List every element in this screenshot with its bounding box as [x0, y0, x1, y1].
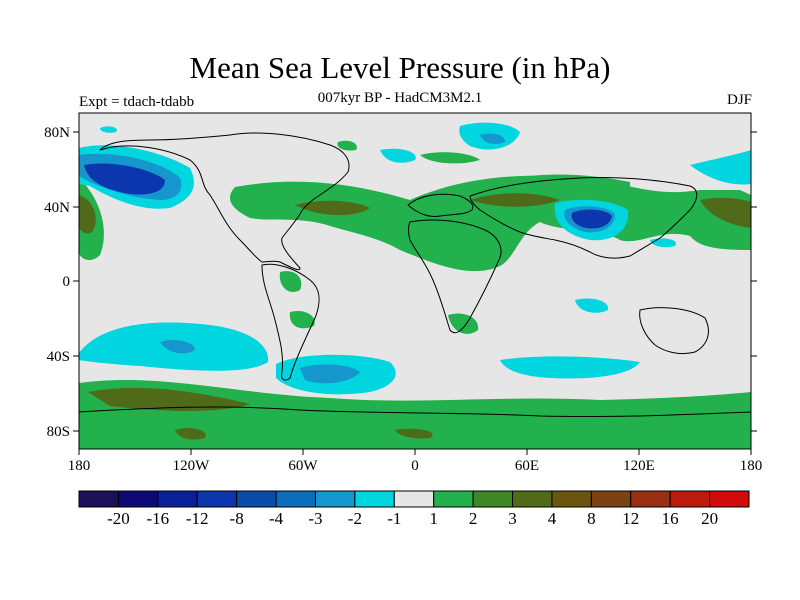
latitude-ticks	[73, 131, 757, 432]
colorbar-label: 4	[548, 509, 557, 528]
lon-label-180e: 180	[740, 458, 763, 474]
colorbar-label: -20	[107, 509, 130, 528]
colorbar-swatch	[433, 490, 474, 508]
map-subtitle: 007kyr BP - HadCM3M2.1	[317, 90, 483, 106]
colorbar-swatch	[314, 490, 356, 508]
colorbar-label: -12	[186, 509, 209, 528]
colorbar-label: 12	[622, 509, 639, 528]
colorbar-label: 8	[587, 509, 596, 528]
lon-label-60w: 60W	[288, 458, 318, 474]
lon-label-0: 0	[411, 458, 419, 474]
lon-label-180w: 180	[68, 458, 91, 474]
colorbar-label: 2	[469, 509, 478, 528]
longitude-labels: 180 120W 60W 0 60E 120E 180	[68, 458, 763, 474]
season-label: DJF	[726, 92, 752, 108]
lat-label-80s: 80S	[47, 424, 70, 440]
colorbar-swatch	[354, 490, 395, 508]
experiment-label: Expt = tdach-tdabb	[79, 94, 195, 110]
colorbar-swatch	[196, 490, 238, 508]
map-panel	[79, 113, 751, 449]
lat-label-0: 0	[63, 274, 71, 290]
colorbar-swatch	[393, 490, 435, 508]
lat-label-80n: 80N	[44, 125, 70, 141]
colorbar-label: -3	[308, 509, 322, 528]
colorbar-label: -16	[146, 509, 169, 528]
lon-label-120e: 120E	[623, 458, 655, 474]
colorbar-label: -4	[269, 509, 284, 528]
colorbar-label: -8	[230, 509, 244, 528]
colorbar-swatch	[236, 490, 277, 508]
map-title: Mean Sea Level Pressure (in hPa)	[189, 50, 611, 85]
strong-negative-anomaly-regions	[84, 163, 612, 229]
colorbar-label: -1	[387, 509, 401, 528]
lat-label-40s: 40S	[47, 349, 70, 365]
lon-label-60e: 60E	[515, 458, 539, 474]
longitude-ticks	[78, 449, 752, 455]
colorbar-swatch	[590, 490, 632, 508]
colorbar-label: 16	[662, 509, 679, 528]
colorbar-swatch	[78, 490, 119, 508]
colorbar-swatch	[157, 490, 198, 508]
colorbar-swatch	[117, 490, 159, 508]
colorbar-swatch	[709, 490, 750, 508]
colorbar: -20 -16 -12 -8 -4 -3 -2 -1 1 2 3 4 8 12 16 20	[78, 490, 750, 528]
lon-label-120w: 120W	[173, 458, 211, 474]
colorbar-swatch	[669, 490, 711, 508]
colorbar-swatch	[275, 490, 316, 508]
colorbar-label: 1	[429, 509, 438, 528]
lat-label-40n: 40N	[44, 200, 70, 216]
colorbar-swatch	[512, 490, 553, 508]
colorbar-swatch	[630, 490, 671, 508]
strong-positive-anomaly-regions	[79, 193, 751, 440]
colorbar-label: -2	[348, 509, 362, 528]
colorbar-swatch	[551, 490, 592, 508]
coastlines	[79, 132, 751, 418]
colorbar-label: 3	[508, 509, 517, 528]
colorbar-swatch	[472, 490, 514, 508]
colorbar-label: 20	[701, 509, 718, 528]
latitude-labels: 80N 40N 0 40S 80S	[44, 125, 70, 440]
